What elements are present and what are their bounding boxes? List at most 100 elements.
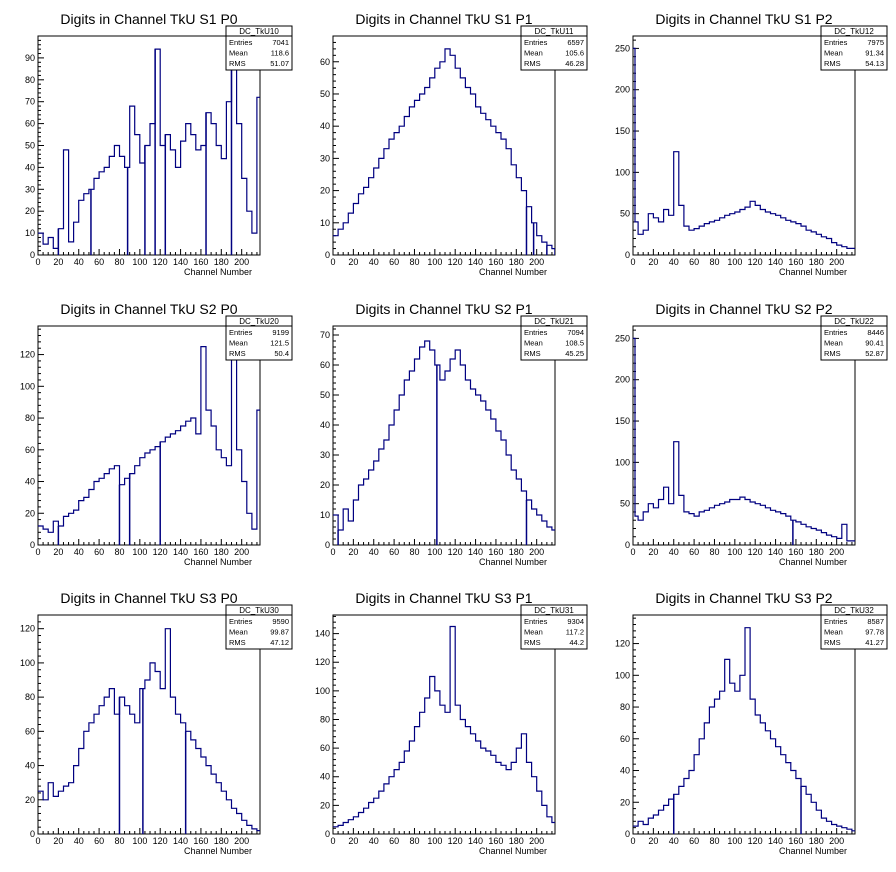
x-tick-label: 120 xyxy=(748,257,763,267)
y-origin-label: 0 xyxy=(30,829,35,839)
y-tick-label: 40 xyxy=(25,162,35,172)
x-tick-label: 0 xyxy=(330,836,335,846)
stats-box-frame xyxy=(225,25,293,71)
stats-entries-value: 9199 xyxy=(272,328,289,337)
histogram-line xyxy=(38,330,260,533)
stats-box-name: DC_TkU12 xyxy=(834,27,874,36)
x-tick-label: 20 xyxy=(53,836,63,846)
plot-frame xyxy=(332,325,556,546)
x-tick-label: 100 xyxy=(132,547,147,557)
stats-label-rms: RMS xyxy=(229,638,246,647)
histogram-line xyxy=(333,48,555,250)
stats-label-mean: Mean xyxy=(229,339,248,348)
stats-label-entries: Entries xyxy=(824,328,848,337)
chart-title: Digits in Channel TkU S3 P0 xyxy=(60,590,237,606)
y-tick-label: 40 xyxy=(320,772,330,782)
plot-frame xyxy=(632,325,856,546)
x-tick-label: 60 xyxy=(94,547,104,557)
chart-title: Digits in Channel TkU S1 P2 xyxy=(655,11,832,27)
x-axis-label: Channel Number xyxy=(779,557,847,567)
x-tick-label: 20 xyxy=(348,257,358,267)
chart-title: Digits in Channel TkU S1 P0 xyxy=(60,11,237,27)
chart-title: Digits in Channel TkU S3 P2 xyxy=(655,590,832,606)
x-tick-label: 200 xyxy=(529,836,544,846)
y-tick-label: 30 xyxy=(25,184,35,194)
chart-title: Digits in Channel TkU S1 P1 xyxy=(355,11,532,27)
y-tick-label: 120 xyxy=(315,657,330,667)
y-tick-label: 100 xyxy=(615,457,630,467)
stats-entries-value: 9304 xyxy=(567,617,584,626)
x-tick-label: 120 xyxy=(748,547,763,557)
stats-label-rms: RMS xyxy=(229,349,246,358)
x-tick-label: 20 xyxy=(348,547,358,557)
stats-label-mean: Mean xyxy=(824,628,843,637)
y-tick-label: 100 xyxy=(315,686,330,696)
x-tick-label: 200 xyxy=(829,836,844,846)
x-tick-label: 60 xyxy=(689,836,699,846)
stats-label-entries: Entries xyxy=(824,38,848,47)
stats-rms-value: 52.87 xyxy=(865,349,884,358)
x-tick-label: 100 xyxy=(727,547,742,557)
stats-mean-value: 105.6 xyxy=(565,49,584,58)
stats-box-frame xyxy=(520,315,588,361)
stats-box-frame xyxy=(225,315,293,361)
chart-panel-7: Digits in Channel TkU S3 P1 0 20 40 60 80 100 1… xyxy=(315,590,588,856)
stats-box-frame xyxy=(520,25,588,71)
x-tick-label: 200 xyxy=(234,547,249,557)
stats-label-mean: Mean xyxy=(524,339,543,348)
y-tick-label: 40 xyxy=(320,420,330,430)
y-tick-label: 60 xyxy=(25,119,35,129)
x-tick-label: 180 xyxy=(809,836,824,846)
chart-title: Digits in Channel TkU S2 P2 xyxy=(655,301,832,317)
stats-label-rms: RMS xyxy=(524,638,541,647)
x-axis-label: Channel Number xyxy=(184,846,252,856)
x-tick-label: 40 xyxy=(74,257,84,267)
stats-mean-value: 117.2 xyxy=(566,628,584,637)
y-tick-label: 40 xyxy=(320,121,330,131)
x-tick-label: 160 xyxy=(788,547,803,557)
x-tick-label: 120 xyxy=(748,836,763,846)
x-axis-label: Channel Number xyxy=(779,846,847,856)
y-origin-label: 0 xyxy=(325,829,330,839)
x-tick-label: 20 xyxy=(648,836,658,846)
stats-box-frame xyxy=(520,604,588,650)
y-tick-label: 10 xyxy=(320,218,330,228)
x-tick-label: 140 xyxy=(468,257,483,267)
chart-panel-8: Digits in Channel TkU S3 P2 0 20 40 60 80 100 1… xyxy=(615,590,888,856)
x-tick-label: 140 xyxy=(468,547,483,557)
stats-label-mean: Mean xyxy=(229,49,248,58)
plot-frame xyxy=(632,35,856,256)
x-tick-label: 60 xyxy=(689,547,699,557)
y-tick-label: 250 xyxy=(615,43,630,53)
x-axis-label: Channel Number xyxy=(779,267,847,277)
stats-label-mean: Mean xyxy=(524,628,543,637)
x-tick-label: 100 xyxy=(132,257,147,267)
plot-frame xyxy=(332,614,556,835)
x-axis-label: Channel Number xyxy=(479,267,547,277)
x-tick-label: 80 xyxy=(409,836,419,846)
x-tick-label: 60 xyxy=(389,836,399,846)
y-tick-label: 40 xyxy=(620,766,630,776)
x-tick-label: 100 xyxy=(727,257,742,267)
x-tick-label: 80 xyxy=(409,547,419,557)
stats-entries-value: 7975 xyxy=(867,38,884,47)
chart-title: Digits in Channel TkU S2 P0 xyxy=(60,301,237,317)
stats-label-entries: Entries xyxy=(524,328,548,337)
histogram-line xyxy=(333,340,555,531)
x-tick-label: 120 xyxy=(448,257,463,267)
y-tick-label: 100 xyxy=(20,658,35,668)
x-tick-label: 0 xyxy=(35,836,40,846)
x-tick-label: 140 xyxy=(173,547,188,557)
stats-label-rms: RMS xyxy=(524,59,541,68)
x-tick-label: 20 xyxy=(53,547,63,557)
y-tick-label: 60 xyxy=(25,726,35,736)
x-tick-label: 160 xyxy=(488,836,503,846)
y-origin-label: 0 xyxy=(625,250,630,260)
x-tick-label: 180 xyxy=(214,836,229,846)
y-tick-label: 120 xyxy=(20,350,35,360)
stats-box: DC_TkU10 Entries 7041 Mean 118.6 RMS 51.07 xyxy=(225,25,293,71)
y-tick-label: 250 xyxy=(615,333,630,343)
x-axis-label: Channel Number xyxy=(184,557,252,567)
x-tick-label: 160 xyxy=(193,836,208,846)
